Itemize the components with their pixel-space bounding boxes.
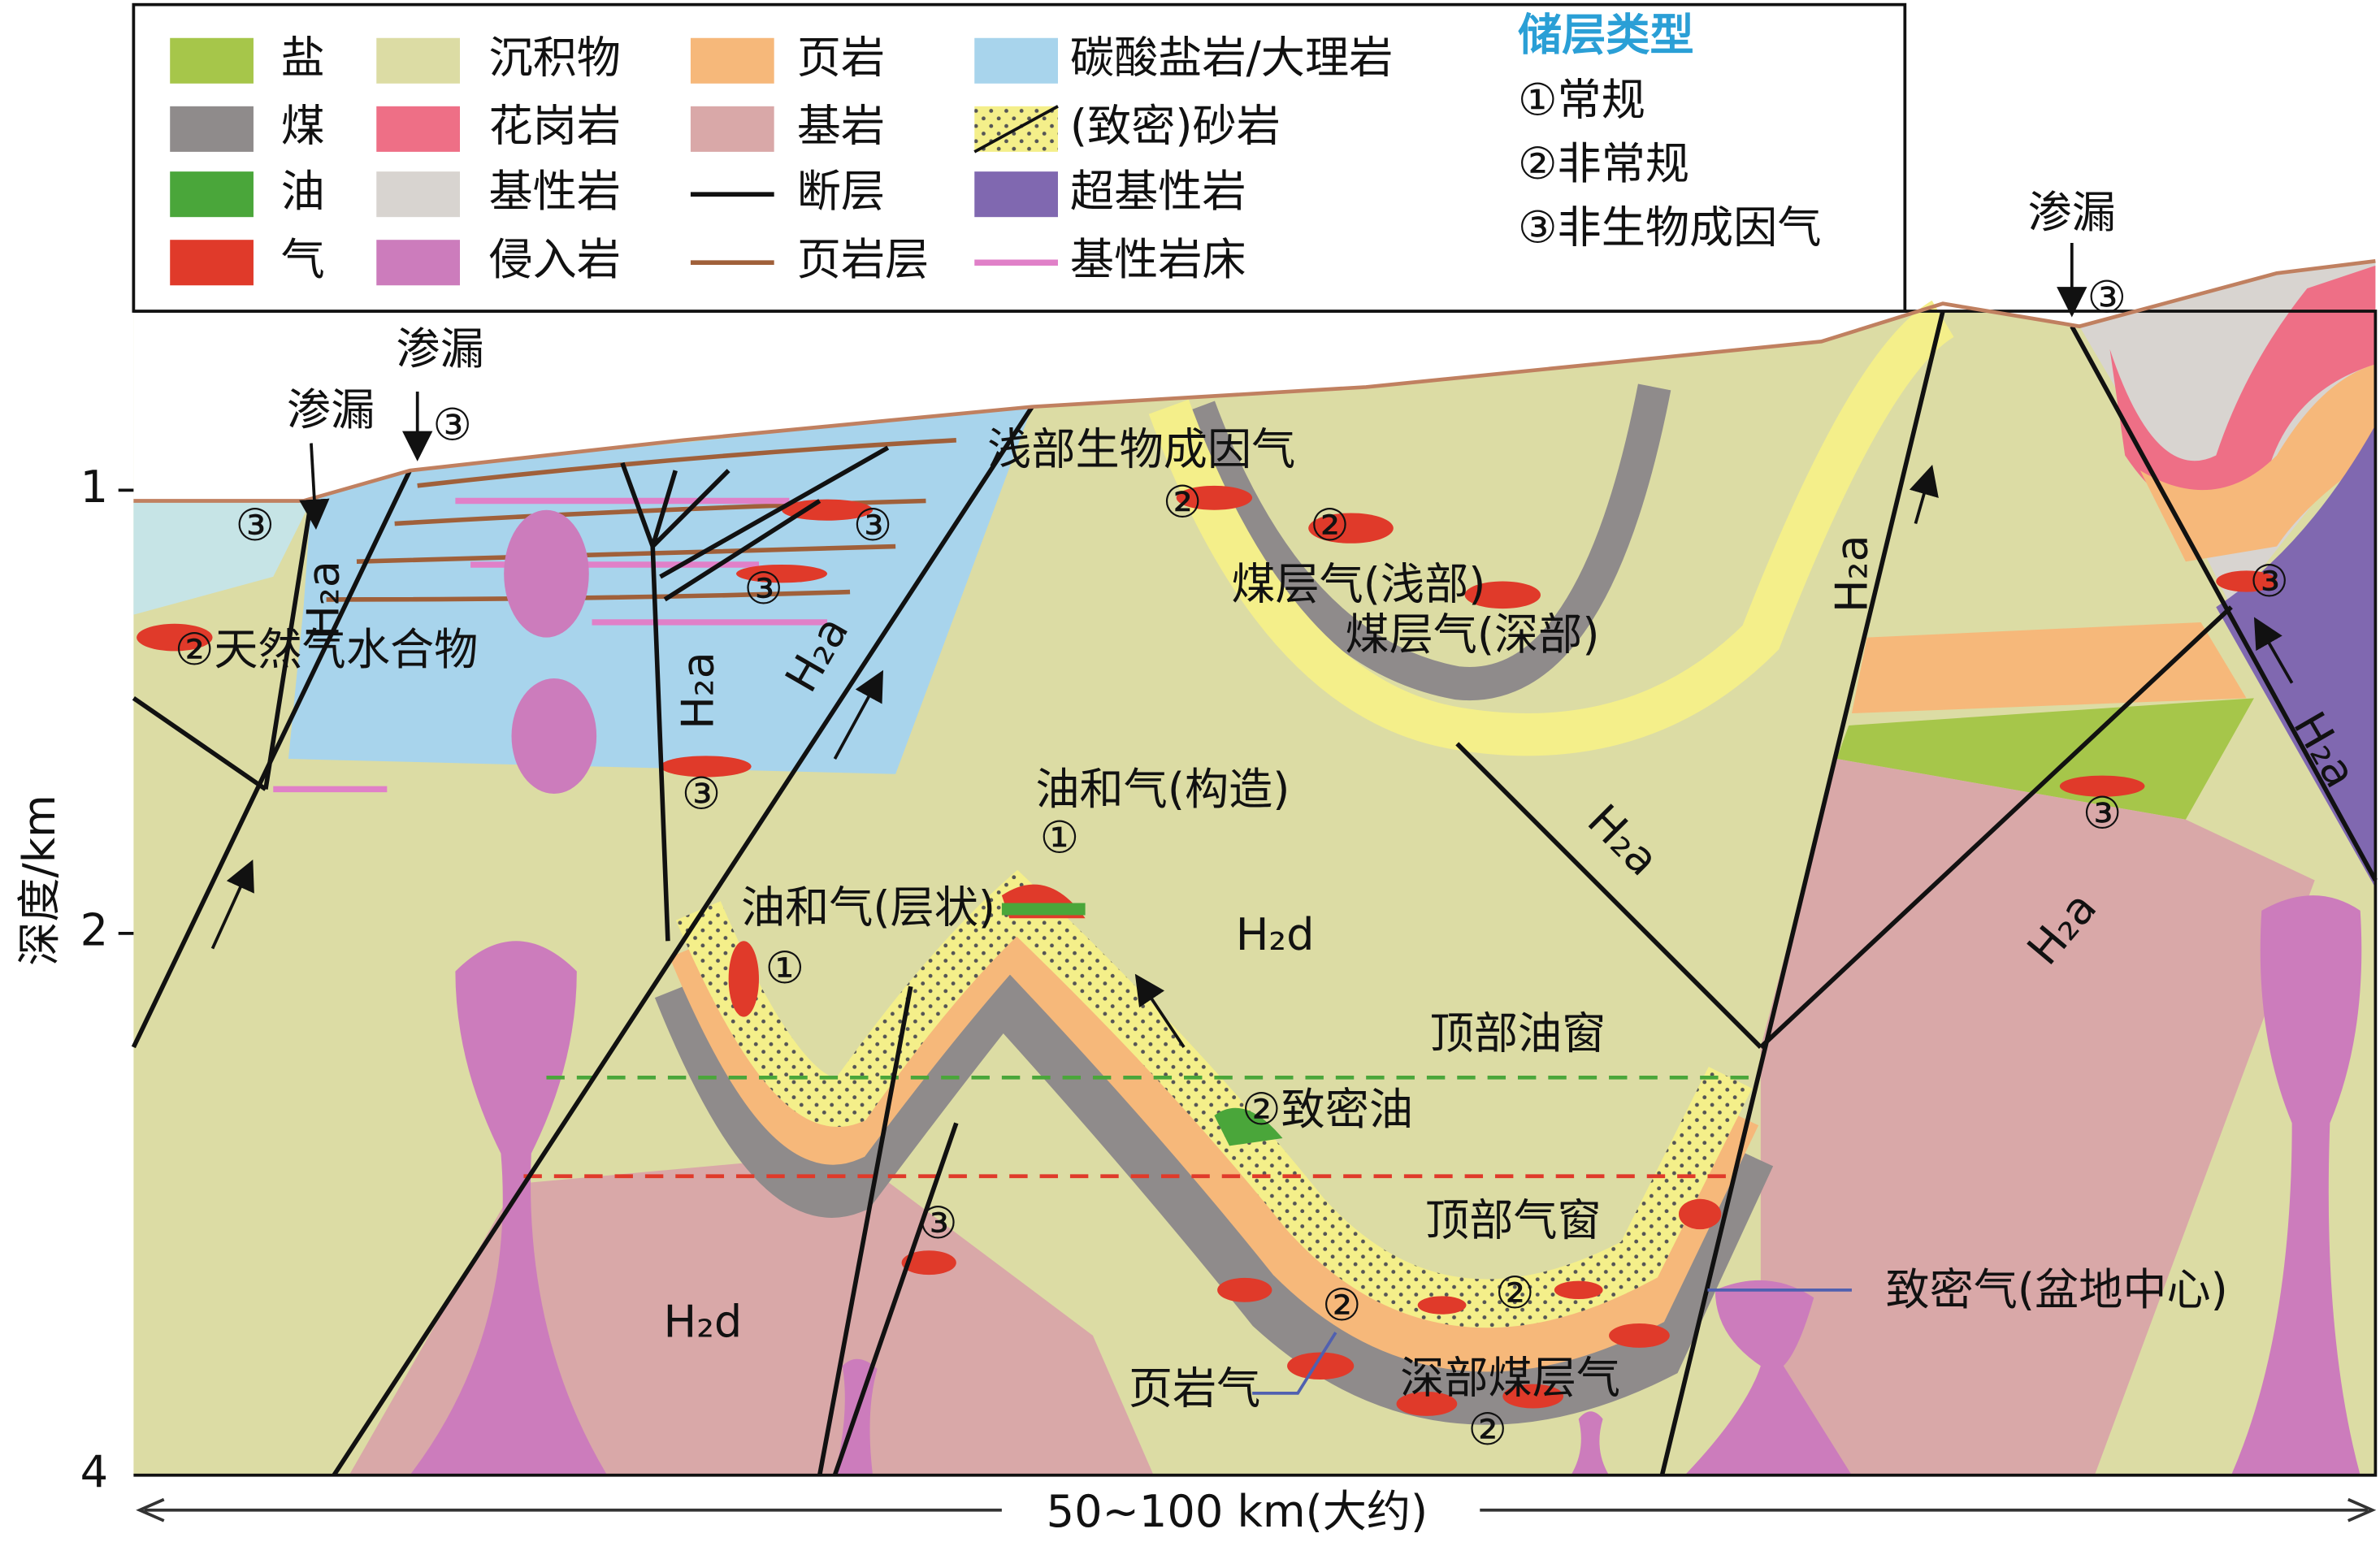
legend-label: 基性岩床	[1070, 234, 1246, 285]
marker: ③	[682, 768, 722, 819]
label: 渗漏	[287, 384, 375, 435]
label: 浅部生物成因气	[987, 423, 1295, 474]
marker: ②	[1467, 1404, 1507, 1455]
legend-label: 基性岩	[488, 166, 620, 217]
legend-label: 基岩	[797, 100, 885, 151]
marker: ②	[1310, 500, 1350, 551]
label: ②致密油	[1242, 1084, 1413, 1135]
label: 页岩气	[1129, 1363, 1260, 1414]
marker: ③	[918, 1198, 958, 1249]
tick-label: 1	[80, 461, 108, 513]
legend-label: 气	[281, 234, 325, 285]
label: H₂a	[297, 561, 349, 639]
gas-pockets	[137, 485, 2277, 1416]
marker: ①	[765, 942, 804, 994]
marker: ②	[1322, 1280, 1362, 1331]
arrows	[210, 242, 2294, 1049]
marker: ③	[2083, 788, 2122, 839]
label: 致密气(盆地中心)	[1885, 1264, 2227, 1315]
tick-label: 2	[80, 905, 108, 956]
label: 油和气(构造)	[1035, 764, 1290, 815]
legend-label: 沉积物	[488, 32, 620, 83]
legend-label: 碳酸盐岩/大理岩	[1070, 32, 1393, 83]
reservoir-item: ③非生物成因气	[1518, 202, 1821, 253]
legend-label: 页岩层	[797, 234, 929, 285]
legend-label: 断层	[797, 166, 885, 217]
marker: ③	[236, 500, 275, 551]
marker: ③	[743, 563, 783, 614]
faults	[131, 310, 2378, 1477]
label: 顶部油窗	[1430, 1008, 1606, 1059]
label: H₂a	[673, 652, 724, 730]
label: 煤层气(深部)	[1345, 609, 1599, 660]
legend: 盐 煤 油 气 沉积物 花岗岩 基性岩 侵入岩 页岩 基岩 断层 页岩层 碳酸盐…	[132, 2, 1907, 313]
reservoir-title: 储层类型	[1518, 9, 1694, 60]
marker: ③	[432, 399, 472, 450]
legend-label: 煤	[281, 100, 325, 151]
legend-label: (致密)砂岩	[1070, 100, 1281, 151]
marker: ②	[1163, 477, 1203, 528]
label: 煤层气(浅部)	[1231, 559, 1485, 610]
label: H₂d	[1236, 909, 1315, 960]
label: 深部煤层气	[1400, 1353, 1620, 1404]
marker: ③	[2087, 272, 2126, 323]
marker: ③	[2249, 556, 2289, 607]
label: 顶部气窗	[1425, 1194, 1602, 1245]
legend-label: 花岗岩	[488, 100, 620, 151]
legend-label: 油	[281, 166, 325, 217]
label: H₂a	[1826, 535, 1877, 613]
label: 渗漏	[397, 323, 484, 375]
reservoir-item: ①常规	[1518, 75, 1645, 126]
depth-axis: 深度/km 1 2 4	[14, 461, 134, 1497]
legend-label: 页岩	[797, 32, 885, 83]
reservoir-item: ②非常规	[1518, 138, 1689, 189]
label: 油和气(层状)	[741, 881, 995, 933]
legend-label: 盐	[281, 32, 325, 83]
scale-label: 50~100 km(大约)	[1047, 1486, 1428, 1537]
label: ②天然气水合物	[175, 624, 479, 675]
tick-label: 4	[80, 1446, 108, 1497]
cross-section	[131, 242, 2378, 1477]
label: H₂d	[663, 1296, 742, 1347]
legend-label: 侵入岩	[488, 234, 620, 285]
label: 渗漏	[2028, 187, 2116, 238]
legend-label: 超基性岩	[1070, 166, 1246, 217]
marker: ①	[1040, 812, 1080, 864]
scale-bar: 50~100 km(大约)	[136, 1486, 2377, 1537]
annotations: 渗漏 渗漏 渗漏 ③ ③ ③ ③ ③ ③ ③ ③ ③ ① ① ② ② ②天然气水…	[175, 187, 2367, 1455]
marker: ②	[1495, 1267, 1535, 1319]
axis-title: 深度/km	[14, 795, 65, 966]
marker: ③	[853, 500, 893, 551]
